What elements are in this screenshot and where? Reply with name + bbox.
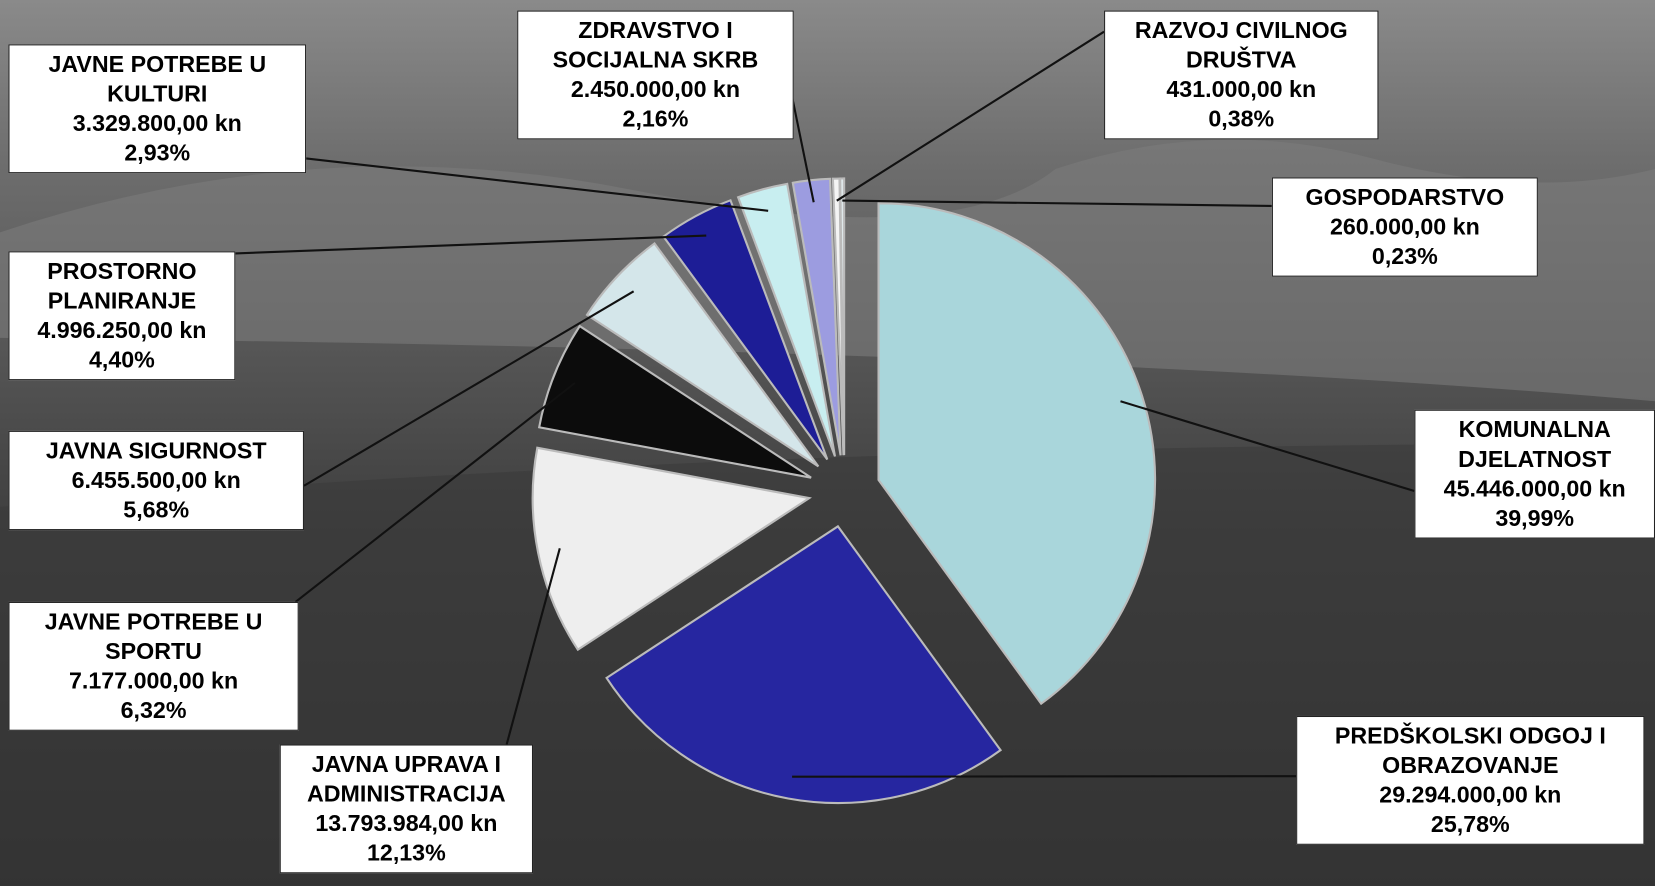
label-value: 6.455.500,00 kn <box>71 466 241 494</box>
label-name: GOSPODARSTVO <box>1305 183 1505 211</box>
label-value: 2.450.000,00 kn <box>570 76 741 103</box>
leader-line <box>1120 400 1415 493</box>
label-percent: 2,16% <box>622 105 689 132</box>
data-label: GOSPODARSTVO 260.000,00 kn 0,23% <box>1271 177 1538 277</box>
label-value: 45.446.000,00 kn <box>1443 475 1626 502</box>
label-name: ZDRAVSTVO I SOCIJALNA SKRB <box>552 16 759 73</box>
data-label: ZDRAVSTVO I SOCIJALNA SKRB 2.450.000,00 k… <box>517 10 794 140</box>
leader-line <box>303 290 635 487</box>
pie-slice <box>605 524 1003 805</box>
label-name: JAVNA SIGURNOST <box>45 437 267 464</box>
label-name: JAVNE POTREBE U SPORTU <box>44 608 263 665</box>
label-value: 4.996.250,00 kn <box>37 316 207 344</box>
label-percent: 12,13% <box>366 839 446 866</box>
label-percent: 4,40% <box>88 346 155 373</box>
leader-line <box>505 548 561 745</box>
pie-slice <box>531 446 812 652</box>
label-value: 3.329.800,00 kn <box>72 109 242 137</box>
data-label: KOMUNALNA DJELATNOST 45.446.000,00 kn 39,9… <box>1414 409 1655 539</box>
data-label: RAZVOJ CIVILNOG DRUŠTVA 431.000,00 kn 0,38… <box>1104 10 1379 140</box>
label-percent: 25,78% <box>1430 811 1510 838</box>
label-name: PROSTORNO PLANIRANJE <box>47 257 197 314</box>
label-name: JAVNA UPRAVA I ADMINISTRACIJA <box>307 750 506 807</box>
pie-slice <box>877 202 1157 706</box>
data-label: JAVNE POTREBE U KULTURI 3.329.800,00 kn 2,… <box>8 44 307 174</box>
pie-slice <box>839 177 846 456</box>
label-percent: 2,93% <box>124 139 191 166</box>
label-value: 13.793.984,00 kn <box>315 809 498 837</box>
data-label: JAVNA UPRAVA I ADMINISTRACIJA 13.793.984,… <box>279 744 534 874</box>
label-percent: 0,38% <box>1208 105 1275 132</box>
data-label: PREDŠKOLSKI ODGOJ I OBRAZOVANJE 29.294.00… <box>1296 715 1645 845</box>
pie-slice <box>537 324 812 479</box>
pie-slice <box>585 241 820 468</box>
label-percent: 6,32% <box>120 696 187 724</box>
label-percent: 0,23% <box>1371 242 1438 270</box>
label-name: PREDŠKOLSKI ODGOJ I OBRAZOVANJE <box>1334 722 1606 779</box>
leader-line <box>836 30 1105 202</box>
label-name: RAZVOJ CIVILNOG DRUŠTVA <box>1134 16 1348 73</box>
label-percent: 39,99% <box>1495 504 1575 532</box>
label-name: JAVNE POTREBE U KULTURI <box>48 50 267 107</box>
label-value: 431.000,00 kn <box>1166 76 1317 103</box>
pie-slice <box>736 182 837 457</box>
data-label: JAVNE POTREBE U SPORTU 7.177.000,00 kn 6,3… <box>8 601 299 731</box>
label-name: KOMUNALNA DJELATNOST <box>1458 416 1612 473</box>
leader-line <box>235 234 707 255</box>
data-label: PROSTORNO PLANIRANJE 4.996.250,00 kn 4,40% <box>8 251 236 381</box>
leader-line <box>842 199 1272 207</box>
leader-line <box>294 382 576 603</box>
data-label: JAVNA SIGURNOST 6.455.500,00 kn 5,68% <box>8 430 304 531</box>
label-value: 260.000,00 kn <box>1329 213 1480 240</box>
label-percent: 5,68% <box>123 496 190 523</box>
pie-slice <box>791 177 842 456</box>
label-value: 29.294.000,00 kn <box>1379 781 1562 808</box>
leader-line <box>305 157 769 212</box>
label-value: 7.177.000,00 kn <box>69 667 239 694</box>
leader-line <box>792 775 1297 778</box>
